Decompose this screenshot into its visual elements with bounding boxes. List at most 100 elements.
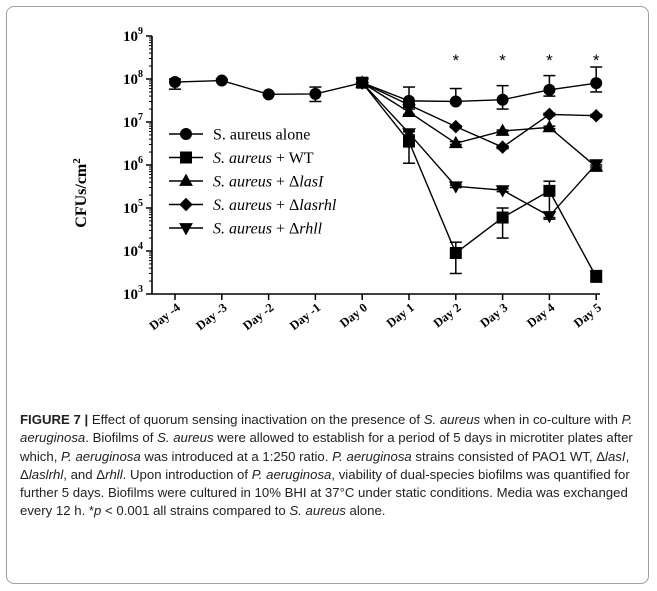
legend-label: S. aureus alone (213, 127, 310, 144)
caption-fragment: < 0.001 all strains compared to (101, 503, 290, 519)
legend-item: S. aureus + Δrhll (169, 221, 323, 238)
series-line (361, 82, 597, 148)
data-point (495, 123, 510, 136)
data-point (496, 211, 509, 224)
data-point (495, 140, 510, 154)
data-point (589, 108, 603, 123)
data-point (449, 119, 463, 134)
caption-fragment: were allowed to establish for a period o… (20, 430, 633, 464)
caption-fragment: , Δ (20, 448, 630, 482)
caption-fragment: p (94, 503, 102, 519)
x-ticks: Day -4 Day -3 Day -2 Day -1 Day 0 Day 1 Day 2 D… (147, 294, 604, 333)
y-tick-label: 106 (123, 155, 143, 174)
data-point (309, 87, 322, 100)
caption-fragment: S. aureus (157, 430, 214, 446)
data-point (169, 76, 181, 89)
data-point (590, 77, 603, 90)
significance-star: * (593, 51, 600, 70)
caption-fragment: alone. (345, 503, 386, 519)
caption-fragment: when in co-culture with (480, 412, 622, 427)
caption-fragment: P. aeruginosa (332, 448, 412, 464)
series-1 (356, 76, 603, 283)
caption-fragment: S. aureus (423, 412, 481, 427)
data-point (543, 184, 556, 197)
data-point (495, 185, 510, 198)
x-tick-label: Day 3 (477, 300, 510, 330)
data-point (542, 120, 557, 133)
data-point (449, 95, 462, 108)
legend-marker (180, 128, 192, 140)
figure-frame (6, 6, 649, 584)
x-tick-label: Day 1 (384, 300, 417, 330)
series-line (174, 79, 597, 103)
data-point (542, 107, 557, 122)
series-line (361, 82, 597, 217)
legend-item: S. aureus + ΔlasI (169, 174, 324, 191)
series-2 (355, 75, 604, 172)
legend-label: S. aureus + Δlasrhl (213, 197, 337, 214)
legend-label: S. aureus + WT (213, 150, 314, 167)
y-axis-title-sup: 2 (71, 158, 83, 164)
data-point (542, 211, 557, 224)
caption-fragment: strains consisted of PAO1 WT, Δ (411, 448, 606, 464)
series-group (169, 66, 604, 283)
x-tick-label: Day 5 (571, 300, 604, 330)
data-point (589, 159, 604, 172)
legend-item: S. aureus alone (169, 127, 310, 144)
legend-item: S. aureus + WT (169, 150, 314, 167)
caption-label: FIGURE 7 | (20, 412, 89, 427)
x-tick-label: Day 4 (524, 300, 558, 331)
significance-star: * (452, 51, 459, 70)
svg-text:CFUs/cm2: CFUs/cm2 (71, 158, 90, 228)
caption-fragment: . Upon introduction of (122, 466, 252, 482)
caption-fragment: P. aeruginosa (61, 448, 141, 464)
data-point (402, 98, 416, 112)
caption-fragment: S. aureus (289, 503, 346, 519)
caption-fragment: , viability of dual-species biofilms was… (20, 466, 630, 519)
y-tick-label: 108 (123, 69, 143, 88)
legend-marker (179, 197, 193, 212)
data-point (590, 270, 603, 283)
figure-caption: FIGURE 7 | Effect of quorum sensing inac… (20, 411, 635, 521)
legend-item: S. aureus + Δlasrhl (169, 197, 337, 214)
caption-fragment: laslrhl (28, 466, 64, 482)
x-tick-label: Day 2 (431, 300, 464, 330)
caption-fragment: Effect of quorum sensing inactivation on… (88, 412, 424, 427)
y-axis-title-text: CFUs/cm (73, 163, 90, 228)
series-4 (355, 77, 604, 224)
data-point (496, 93, 509, 106)
x-tick-label: Day -1 (287, 300, 323, 333)
caption-body: Effect of quorum sensing inactivation on… (20, 412, 633, 518)
x-tick-label: Day -3 (193, 300, 229, 333)
significance-star: * (546, 51, 553, 70)
caption-fragment: P. aeruginosa (251, 466, 332, 482)
data-point (448, 181, 463, 194)
caption-fragment: was introduced at a 1:250 ratio. (140, 448, 333, 464)
annotations: * * * * (452, 51, 599, 70)
legend-label: S. aureus + Δrhll (213, 221, 323, 238)
x-tick-label: Day -2 (240, 300, 276, 333)
y-ticks: 103 104 105 106 107 108 109 (123, 26, 152, 303)
data-point (543, 83, 556, 96)
data-point (448, 135, 463, 149)
data-point (262, 88, 275, 101)
y-tick-label: 105 (123, 198, 143, 217)
series-line (361, 82, 597, 168)
legend-marker (180, 151, 192, 164)
legend-marker (179, 223, 193, 236)
caption-fragment: . Biofilms of (85, 430, 158, 446)
data-point (215, 74, 228, 87)
series-line (361, 82, 597, 278)
caption-fragment: P. aeruginosa (20, 412, 633, 446)
y-axis-title: CFUs/cm2 (71, 158, 90, 228)
data-point (402, 128, 416, 141)
y-tick-label: 103 (123, 284, 143, 303)
legend-label: S. aureus + ΔlasI (213, 174, 324, 191)
y-tick-label: 107 (123, 112, 143, 131)
data-point (449, 246, 462, 259)
legend-marker (179, 173, 193, 186)
x-tick-label: Day -4 (147, 300, 184, 333)
caption-fragment: , and Δ (63, 466, 106, 482)
significance-star: * (499, 51, 506, 70)
